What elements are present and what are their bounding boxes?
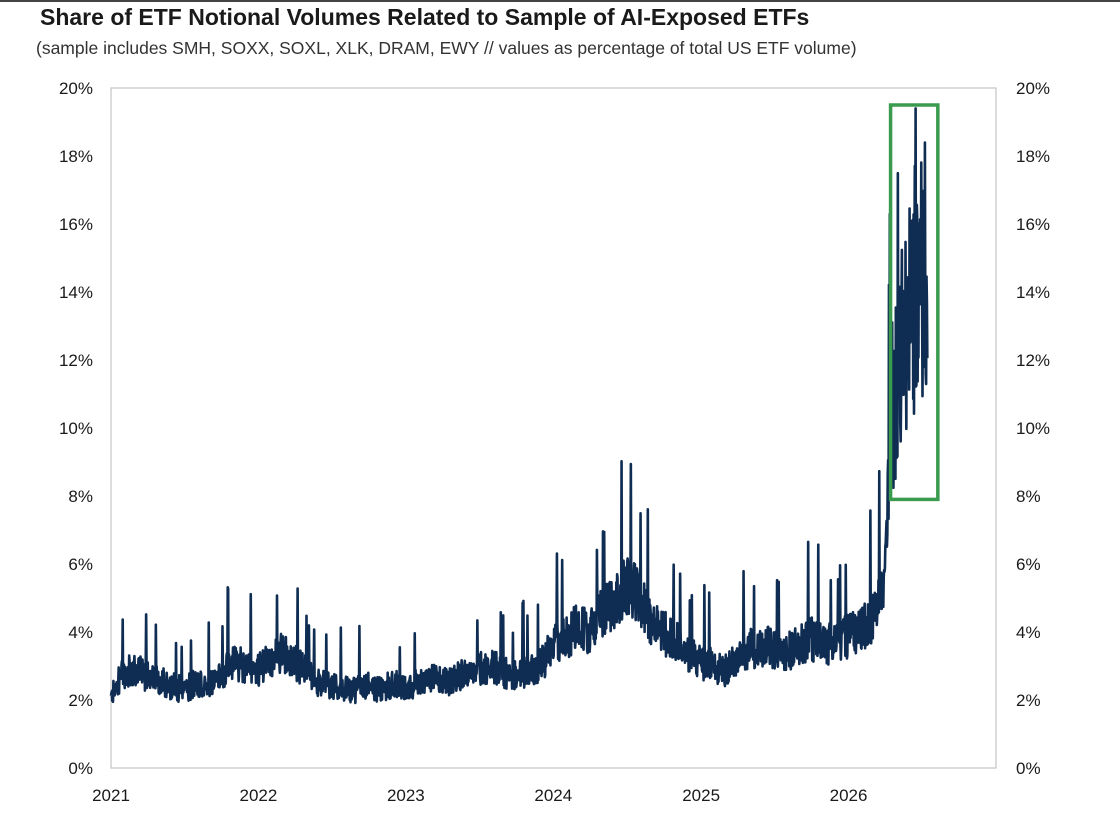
x-tick-label: 2022	[240, 786, 278, 805]
x-tick-label: 2021	[92, 786, 130, 805]
y-tick-label-left: 20%	[59, 79, 93, 98]
x-tick-label: 2024	[534, 786, 572, 805]
chart-subtitle: (sample includes SMH, SOXX, SOXL, XLK, D…	[36, 38, 857, 58]
y-tick-label-left: 0%	[68, 759, 93, 778]
highlight-box	[888, 103, 940, 502]
y-tick-label-right: 20%	[1016, 79, 1050, 98]
y-tick-label-right: 4%	[1016, 623, 1041, 642]
y-tick-label-right: 16%	[1016, 215, 1050, 234]
highlight-layer	[888, 103, 940, 502]
y-tick-label-left: 18%	[59, 147, 93, 166]
y-tick-label-left: 12%	[59, 351, 93, 370]
y-tick-label-right: 10%	[1016, 419, 1050, 438]
top-rule	[0, 0, 1120, 2]
x-tick-label: 2025	[682, 786, 720, 805]
y-tick-label-right: 0%	[1016, 759, 1041, 778]
y-tick-label-left: 6%	[68, 555, 93, 574]
y-tick-label-left: 10%	[59, 419, 93, 438]
y-tick-label-right: 18%	[1016, 147, 1050, 166]
x-tick-label: 2026	[830, 786, 868, 805]
y-tick-label-left: 8%	[68, 487, 93, 506]
y-axis-left: 0% 2% 4% 6% 8% 10% 12% 14% 16% 18% 20%	[59, 79, 93, 778]
y-tick-label-right: 6%	[1016, 555, 1041, 574]
series-line	[109, 107, 929, 705]
y-tick-label-right: 12%	[1016, 351, 1050, 370]
y-tick-label-left: 4%	[68, 623, 93, 642]
chart-title: Share of ETF Notional Volumes Related to…	[40, 4, 810, 30]
y-tick-label-left: 16%	[59, 215, 93, 234]
y-tick-label-left: 14%	[59, 283, 93, 302]
y-tick-label-right: 8%	[1016, 487, 1041, 506]
y-tick-label-right: 14%	[1016, 283, 1050, 302]
x-axis: 2021 2022 2023 2024 2025 2026	[92, 786, 867, 805]
y-axis-right: 0% 2% 4% 6% 8% 10% 12% 14% 16% 18% 20%	[1016, 79, 1050, 778]
x-tick-label: 2023	[387, 786, 425, 805]
y-tick-label-left: 2%	[68, 691, 93, 710]
y-tick-label-right: 2%	[1016, 691, 1041, 710]
series-layer	[109, 107, 929, 705]
